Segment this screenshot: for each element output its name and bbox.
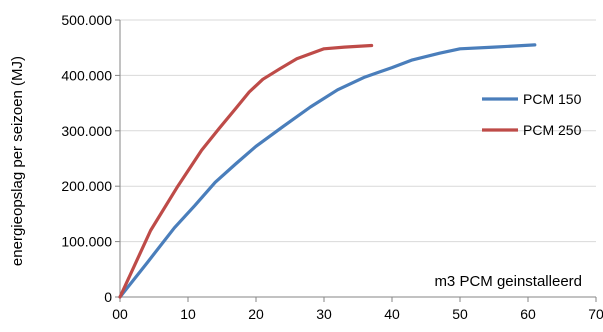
x-tick-label: 30 [316, 306, 332, 322]
x-tick-label: 70 [588, 306, 603, 322]
x-tick-label: 50 [452, 306, 468, 322]
legend: PCM 150 PCM 250 [482, 91, 582, 138]
axis-layer: 0 100.000 200.000 300.000 400.000 500.000 00 10… [61, 12, 603, 322]
y-tick-label: 0 [104, 289, 112, 305]
legend-label: PCM 150 [523, 91, 582, 107]
legend-item: PCM 250 [482, 122, 582, 138]
y-tick-label: 200.000 [61, 178, 112, 194]
series-line-pcm-150 [118, 43, 537, 299]
series-layer [118, 43, 537, 299]
x-tick-label: 60 [520, 306, 536, 322]
legend-label: PCM 250 [523, 122, 582, 138]
grid-layer [120, 19, 596, 243]
series-line-pcm-250 [118, 43, 374, 299]
x-axis-label: m3 PCM geinstalleerd [434, 273, 582, 290]
x-tick-label: 20 [248, 306, 264, 322]
x-tick-label: 00 [112, 306, 128, 322]
x-tick-label: 10 [180, 306, 196, 322]
y-tick-label: 100.000 [61, 234, 112, 250]
y-tick-label: 500.000 [61, 12, 112, 28]
y-tick-label: 300.000 [61, 123, 112, 139]
x-tick-label: 40 [384, 306, 400, 322]
y-axis-label: energieopslag per seizoen (MJ) [9, 56, 26, 266]
legend-item: PCM 150 [482, 91, 582, 107]
y-tick-label: 400.000 [61, 67, 112, 83]
